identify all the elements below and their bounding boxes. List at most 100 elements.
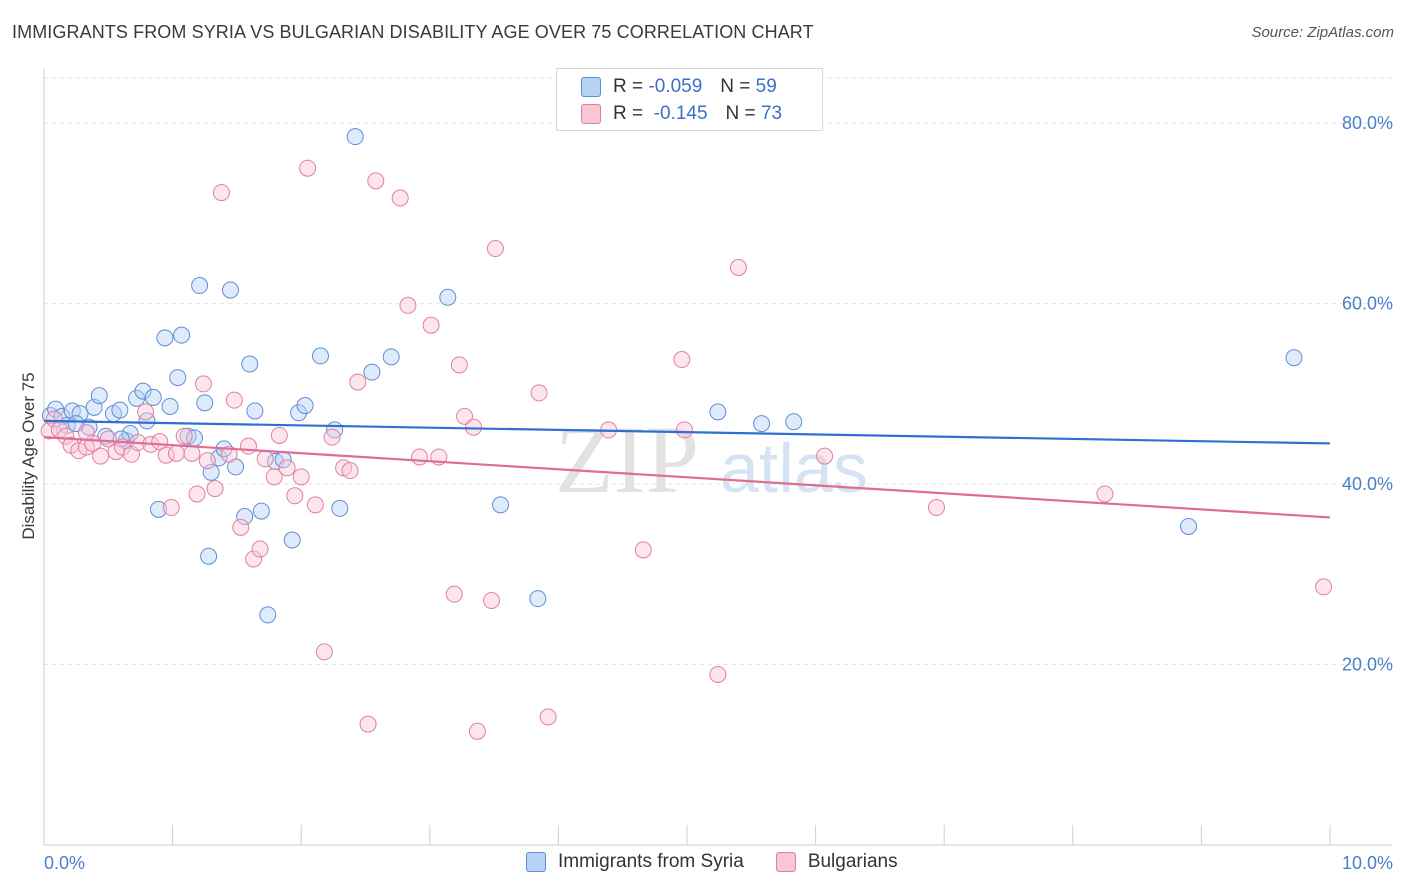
syria-point <box>138 412 156 430</box>
y-tick-label-20: 20.0% <box>1342 655 1393 675</box>
syria-point <box>363 363 381 381</box>
syria-point <box>111 401 129 419</box>
legend-item-syria[interactable]: Immigrants from Syria <box>526 851 744 873</box>
source-label: Source: ZipAtlas.com <box>1251 24 1394 41</box>
watermark-zip: ZIP <box>555 406 699 513</box>
syria-point <box>90 387 108 405</box>
syria-point <box>1180 517 1198 535</box>
bulgarian-point <box>349 373 367 391</box>
bulgarian-point <box>137 403 155 421</box>
bulgarian-point <box>77 424 95 442</box>
syria-point <box>200 547 218 565</box>
bulgarian-point <box>483 591 501 609</box>
bulgarian-point <box>45 410 63 428</box>
syria-point <box>1285 349 1303 367</box>
bulgarian-trend-line <box>43 436 1331 519</box>
bulgarian-point <box>486 240 504 258</box>
chart-title: IMMIGRANTS FROM SYRIA VS BULGARIAN DISAB… <box>12 22 814 42</box>
syria-swatch <box>581 77 601 97</box>
bulgarian-point <box>391 189 409 207</box>
bulgarian-point <box>299 159 317 177</box>
syria-point <box>196 394 214 412</box>
syria-point <box>144 388 162 406</box>
y-axis-label: Disability Age Over 75 <box>19 372 38 539</box>
bulgarian-point <box>411 448 429 466</box>
legend-item-bulgarians[interactable]: Bulgarians <box>775 851 898 873</box>
bulgarian-point <box>188 485 206 503</box>
syria-trend-line <box>43 419 1331 445</box>
y-tick-labels: 20.0% 40.0% 60.0% 80.0% <box>1342 113 1393 674</box>
syria-point <box>785 413 803 431</box>
syria-point <box>296 397 314 415</box>
bulgarian-point <box>675 421 693 439</box>
bulgarian-point <box>57 427 75 445</box>
syria-legend-swatch <box>526 852 546 872</box>
syria-point <box>283 531 301 549</box>
data-points <box>40 128 1333 740</box>
bulgarian-point <box>729 258 747 276</box>
bulgarian-point <box>367 172 385 190</box>
syria-point <box>221 281 239 299</box>
bulgarian-point <box>198 452 216 470</box>
trend-lines <box>43 419 1331 519</box>
bulgarian-point <box>292 468 310 486</box>
bulgarian-point <box>99 430 117 448</box>
syria-point <box>236 508 254 526</box>
syria-point <box>134 382 152 400</box>
bulgarian-point <box>212 184 230 202</box>
bulgarian-point <box>445 585 463 603</box>
syria-point <box>709 403 727 421</box>
syria-point <box>161 397 179 415</box>
bulgarians-legend-swatch <box>775 852 796 872</box>
bulgarian-point <box>245 550 263 568</box>
syria-point <box>259 606 277 624</box>
bulgarian-point <box>539 708 557 726</box>
bulgarian-point <box>220 445 238 463</box>
y-tick-label-60: 60.0% <box>1342 294 1393 314</box>
series-legend: Immigrants from Syria Bulgarians <box>526 851 930 873</box>
bulgarian-point <box>306 496 324 514</box>
bulgarian-point <box>709 665 727 683</box>
syria-point <box>439 288 457 306</box>
syria-point <box>149 500 167 518</box>
bulgarian-point <box>286 487 304 505</box>
bulgarians-n-value: 73 <box>760 103 783 124</box>
bulgarian-point <box>422 316 440 334</box>
bulgarian-point <box>634 541 652 559</box>
y-tick-label-80: 80.0% <box>1342 113 1393 133</box>
syria-point <box>156 329 174 347</box>
syria-point <box>169 369 187 387</box>
syria-point <box>191 277 209 295</box>
n-label: N = <box>725 103 756 124</box>
syria-point <box>128 389 146 407</box>
bulgarians-legend-label: Bulgarians <box>807 851 898 872</box>
watermark-atlas: atlas <box>720 429 868 507</box>
syria-r-value: -0.059 <box>648 76 703 97</box>
x-tick-label-min: 0.0% <box>44 853 85 873</box>
syria-point <box>346 128 364 146</box>
syria-point <box>179 427 197 445</box>
bulgarian-point <box>175 427 193 445</box>
syria-point <box>311 347 329 365</box>
bulgarian-point <box>816 447 834 465</box>
syria-point <box>753 415 771 433</box>
bulgarian-point <box>450 356 468 374</box>
legend-row-syria: R = -0.059 N = 59 <box>581 75 777 99</box>
bulgarians-r-value: -0.145 <box>653 103 708 124</box>
bulgarian-point <box>323 428 341 446</box>
legend-row-bulgarians: R = -0.145 N = 73 <box>581 102 782 126</box>
syria-point <box>173 326 191 344</box>
bulgarian-point <box>239 437 257 455</box>
bulgarian-point <box>157 446 175 464</box>
bulgarian-point <box>225 391 243 409</box>
syria-point <box>382 348 400 366</box>
syria-point <box>252 502 270 520</box>
bulgarian-point <box>278 459 296 477</box>
bulgarian-point <box>673 351 691 369</box>
bulgarian-point <box>341 462 359 480</box>
r-label: R = <box>613 103 644 124</box>
bulgarian-point <box>232 518 250 536</box>
syria-point <box>331 499 349 517</box>
syria-point <box>241 355 259 373</box>
